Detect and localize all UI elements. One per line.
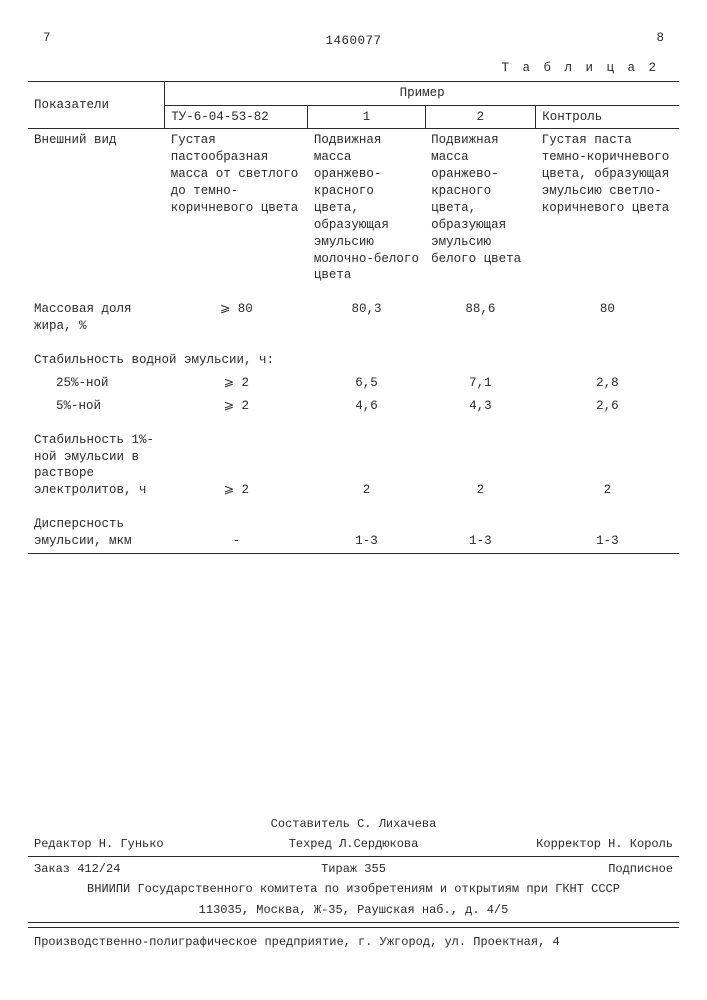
row-stab-5-label: 5%-ной <box>28 395 165 418</box>
cell-stab1-1: 2 <box>308 418 425 503</box>
cell-appearance-3: Густая паста темно-коричневого цвета, об… <box>536 129 679 287</box>
row-disp-label: Дисперсность эмульсии, мкм <box>28 502 165 553</box>
col-header-1: 1 <box>308 105 425 129</box>
col-header-control: Контроль <box>536 105 679 129</box>
row-stab-25-label: 25%-ной <box>28 372 165 395</box>
col-header-tu: ТУ-6-04-53-82 <box>165 105 308 129</box>
footer-compiler: Составитель С. Лихачева <box>247 816 460 832</box>
table-caption: Т а б л и ц а 2 <box>28 60 679 77</box>
footer-order: Заказ 412/24 <box>34 861 247 877</box>
col-header-2: 2 <box>425 105 536 129</box>
divider <box>28 922 679 923</box>
divider <box>28 856 679 857</box>
cell-appearance-0: Густая пастообразная масса от светлого д… <box>165 129 308 287</box>
cell-stab1-3: 2 <box>536 418 679 503</box>
cell-stab25-2: 7,1 <box>425 372 536 395</box>
footer-techred: Техред Л.Сердюкова <box>247 836 460 852</box>
cell-stab5-3: 2,6 <box>536 395 679 418</box>
cell-appearance-1: Подвижная масса оранжево-красного цвета,… <box>308 129 425 287</box>
cell-stab5-2: 4,3 <box>425 395 536 418</box>
cell-fat-1: 80,3 <box>308 287 425 338</box>
footer-corrector: Корректор Н. Король <box>460 836 673 852</box>
cell-stab25-0: ⩾ 2 <box>165 372 308 395</box>
cell-stab25-1: 6,5 <box>308 372 425 395</box>
footer-print: Производственно-полиграфическое предприя… <box>28 930 679 950</box>
row-appearance-label: Внешний вид <box>28 129 165 287</box>
divider <box>28 927 679 928</box>
footer-subscr: Подписное <box>460 861 673 877</box>
cell-stab5-1: 4,6 <box>308 395 425 418</box>
cell-disp-1: 1-3 <box>308 502 425 553</box>
cell-disp-3: 1-3 <box>536 502 679 553</box>
row-stab-1-label: Стабильность 1%-ной эмульсии в растворе … <box>28 418 165 503</box>
footer-tirazh: Тираж 355 <box>247 861 460 877</box>
footer-org: ВНИИПИ Государственного комитета по изоб… <box>28 879 679 899</box>
cell-appearance-2: Подвижная масса оранжево-красного цвета,… <box>425 129 536 287</box>
page-num-left: 7 <box>43 30 51 47</box>
cell-stab1-2: 2 <box>425 418 536 503</box>
cell-stab25-3: 2,8 <box>536 372 679 395</box>
row-stab-water-label: Стабильность водной эмульсии, ч: <box>28 338 679 372</box>
cell-disp-2: 1-3 <box>425 502 536 553</box>
footer: Составитель С. Лихачева Редактор Н. Гунь… <box>28 814 679 950</box>
cell-stab5-0: ⩾ 2 <box>165 395 308 418</box>
footer-editor: Редактор Н. Гунько <box>34 836 247 852</box>
cell-fat-3: 80 <box>536 287 679 338</box>
data-table: Показатели Пример ТУ-6-04-53-82 1 2 Конт… <box>28 81 679 554</box>
cell-fat-2: 88,6 <box>425 287 536 338</box>
footer-addr: 113035, Москва, Ж-35, Раушская наб., д. … <box>28 900 679 920</box>
col-header-example: Пример <box>165 81 679 105</box>
cell-disp-0: - <box>165 502 308 553</box>
cell-stab1-0: ⩾ 2 <box>165 418 308 503</box>
cell-fat-0: ⩾ 80 <box>165 287 308 338</box>
row-fat-label: Массовая доля жира, % <box>28 287 165 338</box>
patent-number: 1460077 <box>28 33 679 50</box>
col-header-indicators: Показатели <box>28 81 165 129</box>
page-num-right: 8 <box>656 30 664 47</box>
